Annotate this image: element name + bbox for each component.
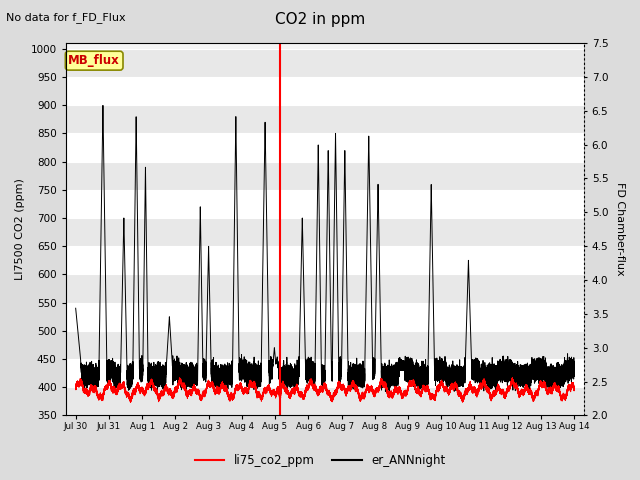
- Y-axis label: LI7500 CO2 (ppm): LI7500 CO2 (ppm): [15, 178, 25, 280]
- Bar: [66, 387, 584, 416]
- Text: CO2 in ppm: CO2 in ppm: [275, 12, 365, 27]
- Bar: [66, 161, 584, 190]
- Text: MB_flux: MB_flux: [68, 54, 120, 67]
- Bar: [66, 331, 584, 359]
- Text: No data for f_FD_Flux: No data for f_FD_Flux: [6, 12, 126, 23]
- Y-axis label: FD Chamber-flux: FD Chamber-flux: [615, 182, 625, 276]
- Bar: [66, 77, 584, 105]
- Bar: [66, 190, 584, 218]
- Bar: [66, 302, 584, 331]
- Bar: [66, 105, 584, 133]
- Bar: [66, 133, 584, 161]
- Bar: [66, 275, 584, 302]
- Bar: [66, 218, 584, 246]
- Legend: li75_co2_ppm, er_ANNnight: li75_co2_ppm, er_ANNnight: [190, 449, 450, 472]
- Bar: [66, 359, 584, 387]
- Bar: [66, 48, 584, 77]
- Bar: [66, 246, 584, 275]
